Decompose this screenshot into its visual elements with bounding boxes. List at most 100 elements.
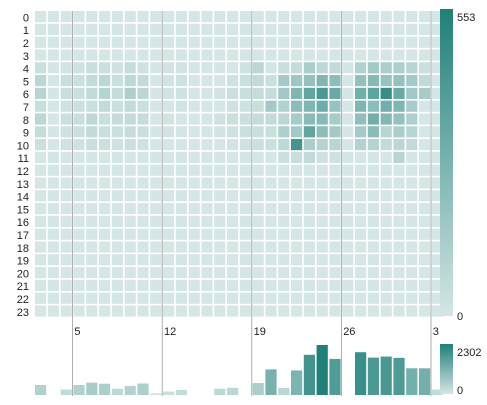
heat-cell — [329, 49, 341, 61]
heat-cell — [342, 87, 354, 99]
heat-cell — [227, 279, 239, 291]
heat-cell — [380, 151, 392, 163]
heat-cell — [227, 87, 239, 99]
heat-cell — [239, 75, 251, 87]
heat-cell — [239, 23, 251, 35]
heat-cell — [214, 75, 226, 87]
heat-cell — [124, 164, 136, 176]
heat-cell — [73, 241, 85, 253]
heat-cell — [99, 87, 111, 99]
heat-cell — [73, 62, 85, 74]
heat-cell — [99, 292, 111, 304]
heat-cell — [227, 36, 239, 48]
heat-cell — [406, 292, 418, 304]
heat-cell — [329, 254, 341, 266]
heat-cell — [201, 151, 213, 163]
heat-cell — [252, 267, 264, 279]
heat-cell — [239, 177, 251, 189]
heat-cell — [60, 267, 72, 279]
heat-cell — [316, 203, 328, 215]
week-separators — [72, 11, 432, 396]
heat-cell — [419, 203, 431, 215]
heat-cell — [278, 113, 290, 125]
bar — [431, 389, 443, 395]
heat-cell — [73, 292, 85, 304]
heat-cell — [393, 126, 405, 138]
heat-cell — [367, 203, 379, 215]
heat-cell — [188, 126, 200, 138]
heat-cell — [265, 177, 277, 189]
heat-cell — [124, 241, 136, 253]
heat-cell — [367, 241, 379, 253]
heat-cell — [111, 292, 123, 304]
heat-cell — [303, 23, 315, 35]
heat-cell — [99, 305, 111, 317]
heat-cell — [60, 49, 72, 61]
heat-cell — [380, 228, 392, 240]
heat-cell — [342, 100, 354, 112]
heat-cell — [111, 36, 123, 48]
heat-cell — [329, 279, 341, 291]
heat-cell — [291, 254, 303, 266]
heat-cell — [60, 113, 72, 125]
heat-cell — [329, 11, 341, 23]
heat-cell — [99, 164, 111, 176]
heat-cell — [201, 305, 213, 317]
heat-cell — [214, 215, 226, 227]
heat-cell — [239, 113, 251, 125]
heat-cell — [99, 62, 111, 74]
heat-cell — [291, 11, 303, 23]
heat-cell — [367, 215, 379, 227]
heat-cell — [342, 49, 354, 61]
heat-cell — [367, 305, 379, 317]
heat-cell — [431, 75, 443, 87]
heat-cell — [316, 292, 328, 304]
heat-cell — [431, 11, 443, 23]
bar — [367, 357, 379, 395]
heat-cell — [137, 75, 149, 87]
heat-cell — [73, 215, 85, 227]
bar-legend-min: 0 — [457, 385, 463, 397]
heat-cell — [316, 49, 328, 61]
heat-cell — [278, 164, 290, 176]
heat-cell — [380, 126, 392, 138]
heat-cell — [73, 164, 85, 176]
heat-cell — [60, 100, 72, 112]
heat-cell — [406, 164, 418, 176]
heat-cell — [265, 126, 277, 138]
heat-cell — [201, 49, 213, 61]
heat-cell — [367, 254, 379, 266]
heat-cell — [137, 49, 149, 61]
heat-cell — [86, 49, 98, 61]
heat-cell — [252, 139, 264, 151]
heat-cell — [214, 254, 226, 266]
bar — [265, 369, 277, 395]
heat-cell — [175, 23, 187, 35]
heat-cell — [35, 203, 47, 215]
heat-cell — [73, 23, 85, 35]
heat-cell — [355, 139, 367, 151]
hour-label: 18 — [17, 243, 29, 255]
heat-cell — [265, 267, 277, 279]
heat-cell — [111, 75, 123, 87]
heat-cell — [175, 228, 187, 240]
heat-cell — [227, 190, 239, 202]
heat-cell — [201, 36, 213, 48]
heat-cell — [86, 267, 98, 279]
heat-cell — [111, 49, 123, 61]
heat-cell — [252, 75, 264, 87]
heat-cell — [431, 126, 443, 138]
heat-cell — [303, 139, 315, 151]
heat-cell — [239, 254, 251, 266]
heat-legend-bar — [440, 9, 453, 316]
heat-cell — [175, 126, 187, 138]
heat-cell — [86, 254, 98, 266]
heat-cell — [393, 254, 405, 266]
hour-label: 16 — [17, 217, 29, 229]
heat-cell — [239, 190, 251, 202]
heat-cell — [329, 203, 341, 215]
heat-cell — [355, 203, 367, 215]
heat-cell — [367, 49, 379, 61]
heat-cell — [239, 62, 251, 74]
heat-cell — [431, 292, 443, 304]
